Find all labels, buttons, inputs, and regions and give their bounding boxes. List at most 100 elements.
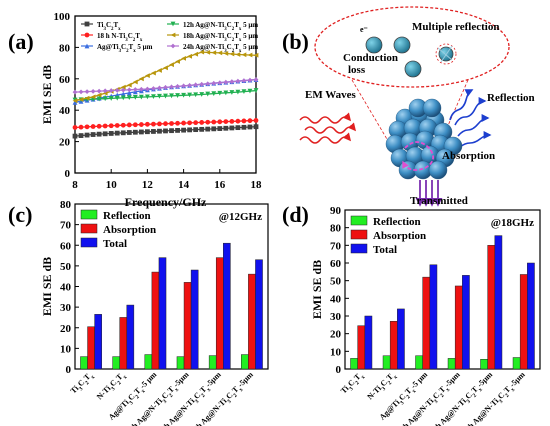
- data-point: [108, 131, 114, 136]
- data-point: [120, 130, 126, 136]
- reflection-wave: [459, 131, 492, 148]
- data-point: [181, 127, 186, 133]
- data-point: [229, 90, 235, 95]
- data-point: [223, 90, 229, 96]
- legend-label: Reflection: [103, 210, 151, 222]
- y-tick-label: 10: [330, 346, 342, 358]
- data-point: [199, 92, 205, 97]
- x-tick-label: 18: [251, 179, 263, 191]
- reflection-wave: [449, 89, 474, 121]
- legend-label: 18h Ag@N-Ti3C2Tx 5 μm: [183, 32, 258, 43]
- y-tick-label: 20: [60, 323, 72, 335]
- data-point: [181, 55, 186, 61]
- chart-a: 0 20 40 60 80 100 8 10 12 14 16 18 Frequency/GHz EMI …: [40, 11, 262, 209]
- data-point: [72, 133, 78, 139]
- series-line: [74, 51, 257, 102]
- data-point: [235, 78, 241, 84]
- panel-letter-d: (d): [282, 202, 309, 227]
- data-point: [223, 125, 229, 131]
- category-label: Ti3C2Tx: [339, 370, 367, 398]
- em-wave: [299, 132, 352, 144]
- bar-absorption: [119, 317, 128, 370]
- data-point: [126, 90, 132, 96]
- y-tick-label: 90: [330, 205, 342, 217]
- data-point: [235, 118, 241, 124]
- particle: [365, 36, 383, 54]
- panel-letter-a: (a): [8, 29, 34, 54]
- data-point: [175, 59, 180, 64]
- data-point: [151, 94, 156, 99]
- data-point: [247, 124, 253, 130]
- legend-label: 12h Ag@N-Ti3C2Tx 5 μm: [183, 21, 258, 32]
- data-point: [84, 43, 90, 49]
- data-point: [235, 52, 241, 57]
- reflection-wave: [454, 97, 487, 126]
- data-point: [235, 125, 241, 131]
- bar-absorption: [422, 276, 431, 370]
- data-point: [163, 93, 168, 99]
- x-tick-label: 14: [178, 179, 190, 191]
- data-point: [90, 88, 96, 94]
- data-point: [229, 51, 235, 57]
- sphere-cluster: [385, 98, 463, 180]
- legend-label: Absorption: [373, 230, 426, 242]
- data-point: [170, 32, 176, 38]
- bar-absorption: [183, 282, 192, 370]
- data-point: [229, 79, 235, 85]
- data-point: [90, 124, 96, 129]
- data-point: [132, 79, 138, 85]
- data-point: [247, 118, 253, 124]
- data-point: [72, 89, 78, 95]
- bar-absorption: [389, 321, 398, 370]
- data-point: [163, 121, 168, 127]
- legend-swatch: [80, 223, 98, 234]
- legend-label: Total: [373, 244, 397, 256]
- data-point: [96, 123, 102, 129]
- x-axis-label: Frequency/GHz: [125, 195, 207, 209]
- data-point: [151, 121, 156, 127]
- data-point: [78, 97, 84, 102]
- data-point: [78, 124, 84, 130]
- data-point: [199, 126, 205, 132]
- frequency-annotation: @12GHz: [219, 211, 262, 223]
- y-tick-label: 0: [336, 364, 342, 376]
- plot-frame: [344, 209, 541, 370]
- bar-total: [94, 314, 102, 370]
- bar-total: [364, 315, 373, 370]
- data-point: [102, 96, 108, 102]
- reflection-waves: [449, 89, 492, 148]
- data-point: [138, 94, 144, 100]
- data-point: [102, 88, 108, 94]
- data-point: [169, 128, 174, 134]
- series-3: [72, 88, 259, 103]
- data-point: [193, 127, 199, 133]
- data-point: [120, 95, 126, 101]
- bar-reflection: [480, 359, 488, 370]
- y-tick-label: 30: [60, 302, 72, 314]
- data-point: [126, 87, 132, 93]
- bar-absorption: [87, 326, 95, 370]
- data-point: [108, 88, 114, 93]
- bar-reflection: [350, 358, 358, 370]
- data-point: [211, 126, 217, 132]
- data-point: [175, 93, 180, 98]
- bar-reflection: [208, 355, 217, 370]
- data-point: [187, 92, 193, 98]
- bar-absorption: [454, 285, 463, 370]
- bar-absorption: [487, 245, 496, 370]
- schematic-b: e⁻ Multiple reflection Conduction loss E…: [299, 6, 535, 207]
- particle-ring: [435, 43, 457, 65]
- data-point: [181, 120, 187, 126]
- y-tick-label: 70: [60, 220, 72, 232]
- reflection-label: Reflection: [487, 92, 535, 104]
- data-point: [163, 65, 168, 71]
- data-point: [145, 121, 150, 127]
- legend: Reflection Absorption Total: [80, 209, 156, 250]
- data-point: [157, 68, 162, 73]
- data-point: [170, 43, 176, 49]
- data-point: [126, 122, 132, 128]
- data-point: [217, 126, 223, 131]
- bar-total: [158, 257, 167, 370]
